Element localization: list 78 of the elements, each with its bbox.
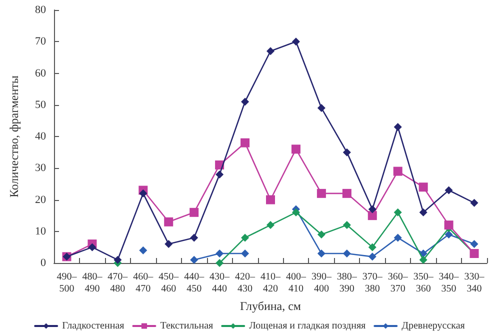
- point: [291, 144, 300, 154]
- point: [393, 166, 402, 176]
- x-tick-label: 330–340: [464, 272, 486, 294]
- point: [394, 208, 402, 216]
- point: [394, 123, 402, 132]
- point: [266, 195, 275, 204]
- y-tick-label: 80: [35, 4, 46, 16]
- x-tick-label: 390–400: [311, 272, 332, 294]
- x-axis-title: Глубина, см: [240, 298, 302, 313]
- x-tick-label: 380–390: [336, 272, 358, 294]
- y-tick-label: 60: [35, 67, 46, 80]
- x-tick-label: 450–460: [158, 272, 180, 294]
- point: [292, 208, 300, 216]
- point: [444, 220, 454, 230]
- point: [368, 243, 376, 252]
- x-tick-label: 430–440: [210, 272, 231, 294]
- point: [241, 250, 250, 258]
- y-axis-title: Количество, фрагменты: [7, 76, 21, 198]
- x-tick-label: 480–490: [82, 272, 104, 294]
- x-tick-label: 490–500: [56, 272, 78, 294]
- point: [368, 252, 376, 261]
- point: [164, 240, 173, 248]
- point: [419, 256, 428, 264]
- x-tick-label: 400–410: [286, 272, 307, 294]
- y-tick-label: 30: [35, 162, 46, 174]
- x-tick-label: 350–360: [413, 272, 434, 294]
- point: [342, 221, 351, 230]
- point: [368, 205, 376, 214]
- point: [88, 243, 96, 252]
- point: [190, 234, 198, 242]
- point: [444, 186, 453, 194]
- point: [342, 250, 351, 258]
- point: [394, 234, 402, 242]
- point: [368, 211, 377, 220]
- x-tick-label: 340–350: [438, 272, 460, 294]
- point: [190, 256, 198, 264]
- point: [470, 198, 478, 207]
- point: [241, 98, 250, 106]
- point: [419, 208, 428, 216]
- point: [190, 208, 199, 217]
- x-tick-label: 370–380: [362, 272, 384, 294]
- point: [266, 47, 274, 56]
- x-tick-label: 420–430: [235, 272, 256, 294]
- point: [342, 148, 351, 156]
- x-tick-label: 360–370: [388, 272, 409, 294]
- x-tick-label: 470–480: [108, 272, 129, 294]
- point: [444, 230, 453, 239]
- legend-label: Лощеная и гладкая поздняя: [249, 320, 366, 332]
- legend-label: Текстильная: [160, 320, 214, 332]
- point: [139, 246, 148, 254]
- point: [216, 170, 224, 178]
- point: [292, 38, 300, 46]
- point: [316, 188, 326, 198]
- point: [317, 250, 326, 258]
- x-tick-label: 440–450: [184, 272, 206, 294]
- y-tick-label: 40: [35, 130, 46, 142]
- point: [317, 230, 326, 239]
- point: [418, 182, 428, 192]
- point: [216, 259, 224, 267]
- point: [164, 217, 174, 226]
- y-tick-label: 0: [40, 257, 46, 269]
- y-tick-label: 20: [35, 194, 46, 206]
- legend-label: Гладкостенная: [62, 320, 125, 332]
- y-tick-label: 50: [35, 98, 46, 111]
- point: [240, 138, 250, 148]
- point: [241, 234, 250, 242]
- point: [470, 240, 478, 248]
- x-tick-label: 460–470: [133, 272, 154, 294]
- x-tick-label: 410–420: [260, 272, 282, 294]
- y-tick-label: 10: [35, 225, 46, 238]
- point: [317, 104, 326, 112]
- point: [139, 189, 148, 198]
- point: [216, 250, 224, 258]
- point: [266, 221, 274, 230]
- y-tick-label: 70: [35, 36, 46, 48]
- point: [114, 256, 122, 264]
- legend-label: Древнерусская: [402, 320, 466, 332]
- point: [342, 188, 352, 198]
